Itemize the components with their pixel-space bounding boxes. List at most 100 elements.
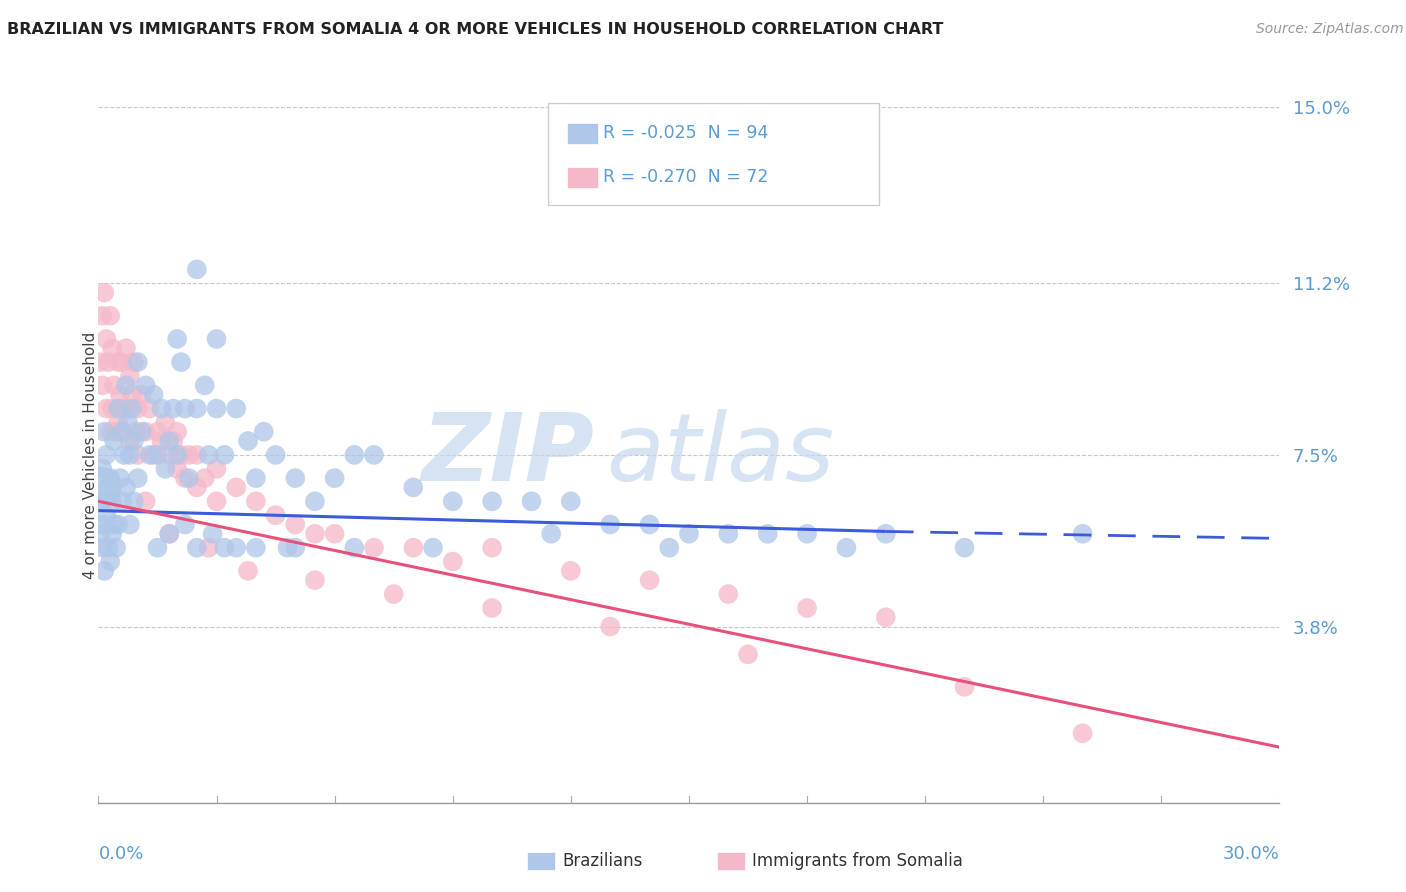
Point bbox=[197, 448, 219, 462]
Point bbox=[93, 285, 115, 300]
Point bbox=[101, 341, 124, 355]
Point bbox=[93, 425, 115, 439]
Text: 30.0%: 30.0% bbox=[1223, 845, 1279, 863]
Point bbox=[953, 680, 976, 694]
Point bbox=[127, 355, 149, 369]
Point bbox=[422, 541, 444, 555]
Point bbox=[157, 434, 180, 448]
Point bbox=[89, 355, 111, 369]
Point bbox=[115, 341, 138, 355]
Point bbox=[264, 508, 287, 523]
Point bbox=[89, 526, 111, 541]
Point bbox=[103, 434, 125, 448]
Point bbox=[835, 541, 858, 555]
Point bbox=[125, 425, 148, 439]
Point bbox=[658, 541, 681, 555]
Text: 0.0%: 0.0% bbox=[98, 845, 143, 863]
Point bbox=[264, 448, 287, 462]
Point bbox=[108, 471, 131, 485]
Point bbox=[481, 541, 503, 555]
Point bbox=[101, 526, 124, 541]
Point bbox=[127, 401, 149, 416]
Point bbox=[166, 425, 188, 439]
Point bbox=[138, 401, 160, 416]
Point bbox=[214, 541, 236, 555]
Point bbox=[138, 448, 160, 462]
Point bbox=[177, 471, 200, 485]
Point bbox=[236, 434, 259, 448]
Point bbox=[205, 494, 228, 508]
Point bbox=[382, 587, 405, 601]
Point bbox=[245, 471, 267, 485]
Point bbox=[197, 541, 219, 555]
Point bbox=[107, 355, 129, 369]
Point bbox=[121, 387, 143, 401]
Y-axis label: 4 or more Vehicles in Household: 4 or more Vehicles in Household bbox=[83, 331, 97, 579]
Point bbox=[127, 448, 149, 462]
Point bbox=[103, 378, 125, 392]
Point bbox=[875, 526, 897, 541]
Point bbox=[91, 378, 114, 392]
Point bbox=[875, 610, 897, 624]
Point bbox=[157, 526, 180, 541]
Point bbox=[155, 416, 177, 430]
Point bbox=[112, 448, 135, 462]
Text: ZIP: ZIP bbox=[422, 409, 595, 501]
Point bbox=[599, 619, 621, 633]
Point bbox=[186, 480, 208, 494]
Point bbox=[481, 494, 503, 508]
Point bbox=[441, 555, 464, 569]
Point bbox=[1071, 526, 1094, 541]
Point bbox=[186, 262, 208, 277]
Text: Brazilians: Brazilians bbox=[562, 852, 643, 870]
Point bbox=[107, 517, 129, 532]
Point bbox=[245, 541, 267, 555]
Point bbox=[135, 494, 157, 508]
Point bbox=[678, 526, 700, 541]
Point bbox=[717, 587, 740, 601]
Point bbox=[101, 401, 124, 416]
Point bbox=[737, 648, 759, 662]
Point bbox=[540, 526, 562, 541]
Point bbox=[796, 526, 818, 541]
Point bbox=[638, 573, 661, 587]
Point bbox=[150, 434, 173, 448]
Point bbox=[205, 462, 228, 476]
Point bbox=[402, 480, 425, 494]
Point bbox=[363, 448, 385, 462]
Point bbox=[284, 517, 307, 532]
Point bbox=[97, 541, 120, 555]
Point bbox=[96, 332, 118, 346]
Point bbox=[91, 541, 114, 555]
Point bbox=[225, 480, 247, 494]
Point bbox=[127, 471, 149, 485]
Point bbox=[796, 601, 818, 615]
Point bbox=[225, 541, 247, 555]
Point bbox=[186, 448, 208, 462]
Point bbox=[560, 564, 582, 578]
Point bbox=[304, 526, 326, 541]
Point bbox=[131, 425, 153, 439]
Point bbox=[122, 355, 145, 369]
Point bbox=[115, 480, 138, 494]
Point bbox=[98, 471, 121, 485]
Point bbox=[146, 425, 169, 439]
Point bbox=[162, 401, 184, 416]
Point bbox=[186, 401, 208, 416]
Text: R = -0.270  N = 72: R = -0.270 N = 72 bbox=[603, 169, 769, 186]
Point bbox=[117, 416, 139, 430]
Point bbox=[201, 526, 224, 541]
Point bbox=[96, 448, 118, 462]
Point bbox=[236, 564, 259, 578]
Point bbox=[323, 471, 346, 485]
Point bbox=[214, 448, 236, 462]
Point bbox=[363, 541, 385, 555]
Point bbox=[96, 401, 118, 416]
Point bbox=[111, 355, 134, 369]
Point bbox=[112, 401, 135, 416]
Point bbox=[174, 517, 197, 532]
Point bbox=[756, 526, 779, 541]
Text: R = -0.025  N = 94: R = -0.025 N = 94 bbox=[603, 124, 769, 142]
Point bbox=[599, 517, 621, 532]
Point bbox=[135, 425, 157, 439]
